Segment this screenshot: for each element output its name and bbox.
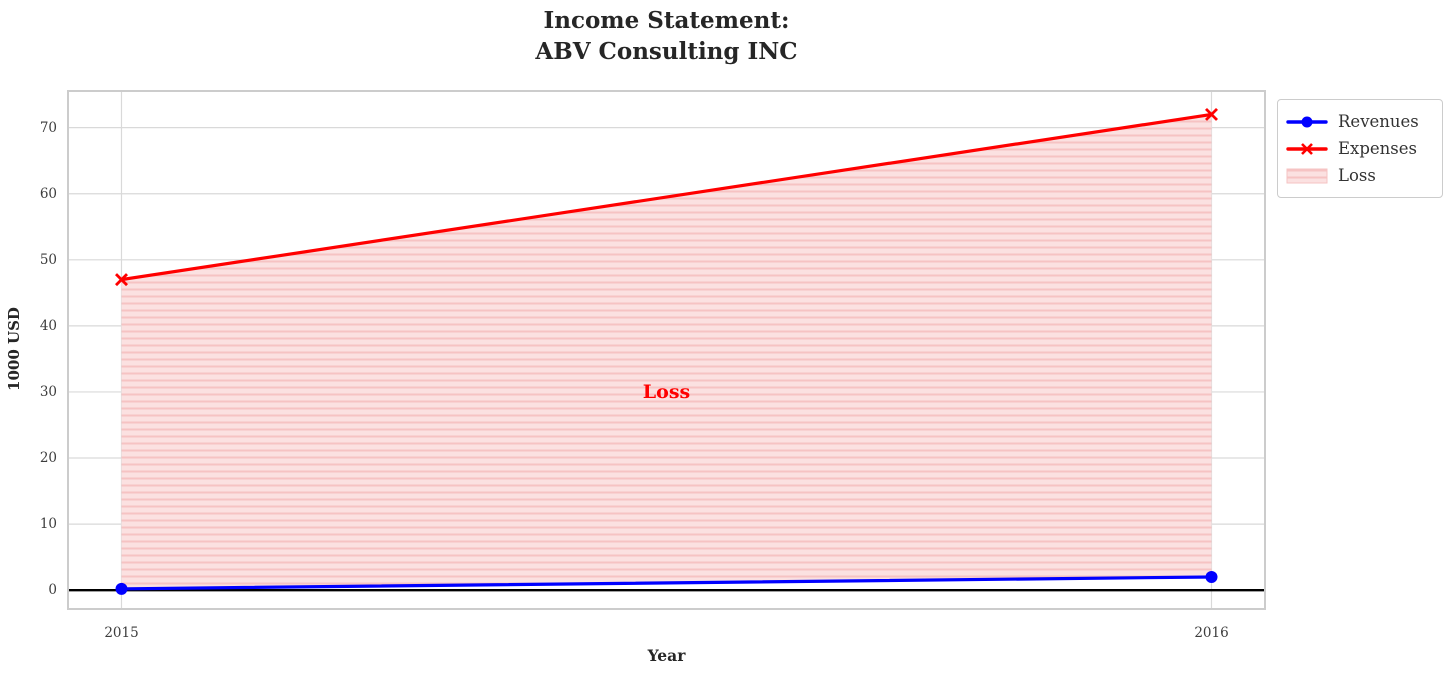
x-axis-label: Year xyxy=(647,646,686,665)
legend-row-loss: Loss xyxy=(1286,162,1432,189)
x-tick-label: 2016 xyxy=(1194,625,1229,641)
y-tick-label: 0 xyxy=(48,582,57,599)
revenues-line-icon xyxy=(1286,113,1328,131)
legend-label-revenues: Revenues xyxy=(1338,112,1419,131)
legend: Revenues Expenses Loss xyxy=(1277,99,1443,198)
chart-title: Income Statement: ABV Consulting INC xyxy=(67,5,1266,67)
legend-row-expenses: Expenses xyxy=(1286,135,1432,162)
legend-label-loss: Loss xyxy=(1338,166,1376,185)
expenses-line-icon xyxy=(1286,140,1328,158)
loss-patch-icon xyxy=(1286,167,1328,185)
y-tick-label: 70 xyxy=(39,119,57,136)
y-tick-label: 20 xyxy=(39,450,57,467)
loss-annotation: Loss xyxy=(642,380,691,403)
y-tick-label: 30 xyxy=(39,383,57,400)
y-axis-label: 1000 USD xyxy=(5,307,23,391)
y-tick-label: 40 xyxy=(39,317,57,334)
legend-label-expenses: Expenses xyxy=(1338,139,1418,158)
plot-area xyxy=(67,90,1266,610)
y-tick-label: 10 xyxy=(39,516,57,533)
legend-row-revenues: Revenues xyxy=(1286,108,1432,135)
chart-title-line1: Income Statement: xyxy=(543,7,790,34)
y-tick-label: 60 xyxy=(39,185,57,202)
x-tick-label: 2015 xyxy=(104,625,139,641)
chart-title-line2: ABV Consulting INC xyxy=(535,38,798,65)
y-tick-label: 50 xyxy=(39,251,57,268)
